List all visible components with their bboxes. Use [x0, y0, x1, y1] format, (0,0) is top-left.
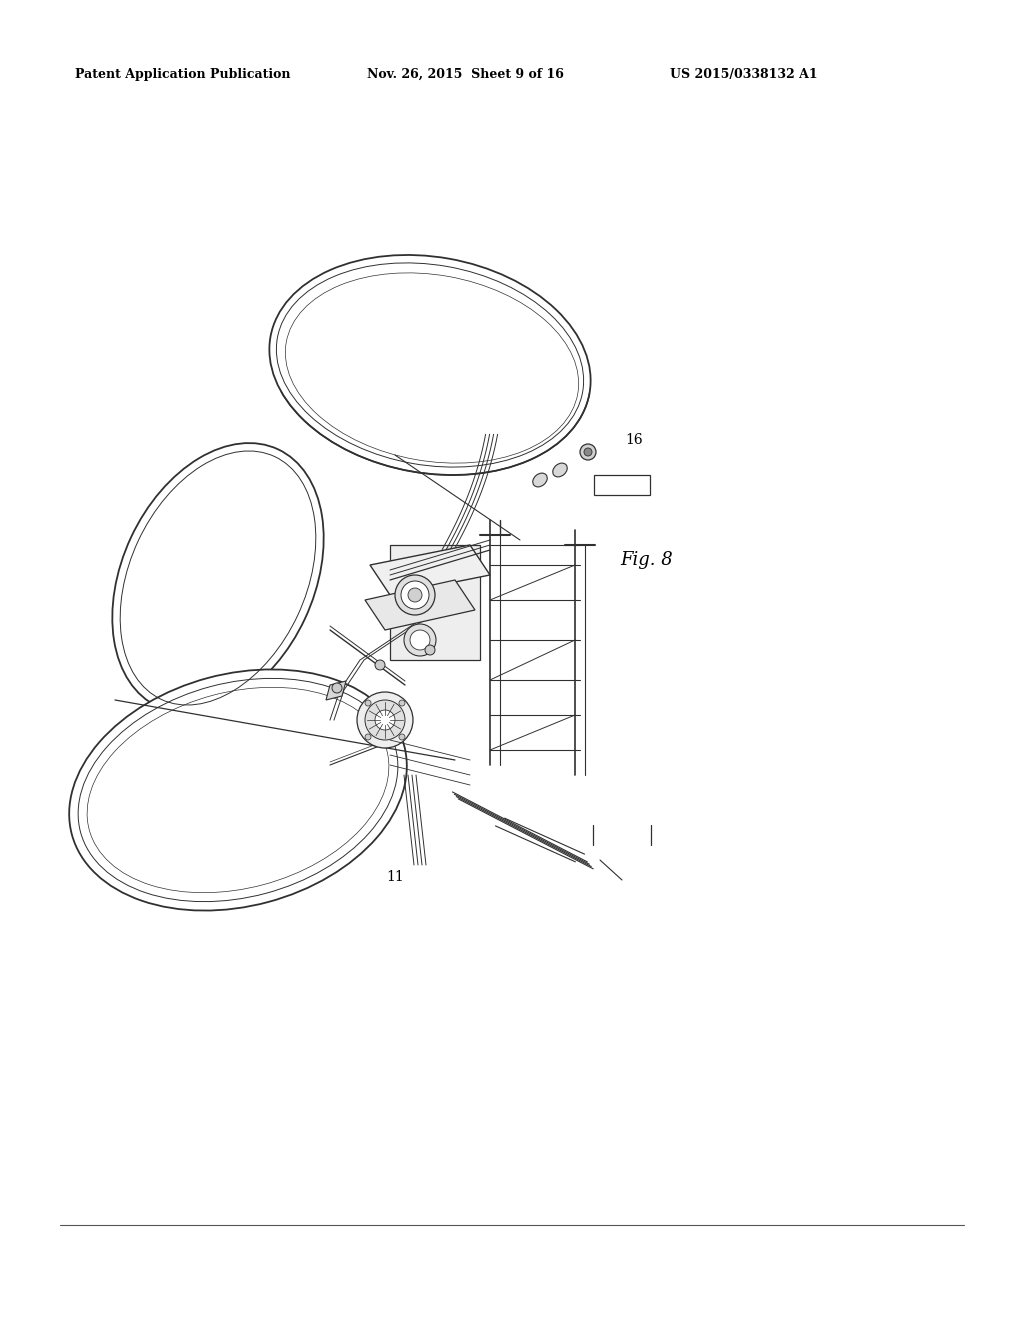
Text: 16: 16 [625, 433, 643, 447]
Text: Patent Application Publication: Patent Application Publication [75, 69, 291, 81]
Circle shape [375, 710, 395, 730]
Circle shape [365, 700, 371, 706]
Circle shape [408, 587, 422, 602]
Circle shape [410, 630, 430, 649]
Circle shape [365, 734, 371, 741]
Text: 11: 11 [386, 870, 403, 884]
Circle shape [395, 576, 435, 615]
Ellipse shape [113, 444, 324, 713]
Circle shape [425, 645, 435, 655]
Text: Nov. 26, 2015  Sheet 9 of 16: Nov. 26, 2015 Sheet 9 of 16 [367, 69, 564, 81]
Circle shape [375, 660, 385, 671]
Circle shape [401, 581, 429, 609]
Circle shape [584, 447, 592, 455]
Circle shape [357, 692, 413, 748]
Text: US 2015/0338132 A1: US 2015/0338132 A1 [670, 69, 817, 81]
Polygon shape [326, 681, 346, 700]
Polygon shape [365, 579, 475, 630]
Ellipse shape [70, 669, 407, 911]
Circle shape [399, 734, 404, 741]
Circle shape [365, 700, 406, 741]
Circle shape [399, 700, 404, 706]
Polygon shape [594, 475, 650, 495]
Ellipse shape [553, 463, 567, 477]
Text: Fig. 8: Fig. 8 [620, 550, 673, 569]
Circle shape [332, 682, 342, 693]
Circle shape [404, 624, 436, 656]
Ellipse shape [532, 473, 547, 487]
Circle shape [580, 444, 596, 459]
Polygon shape [390, 545, 480, 660]
Polygon shape [370, 545, 490, 595]
Ellipse shape [269, 255, 591, 475]
